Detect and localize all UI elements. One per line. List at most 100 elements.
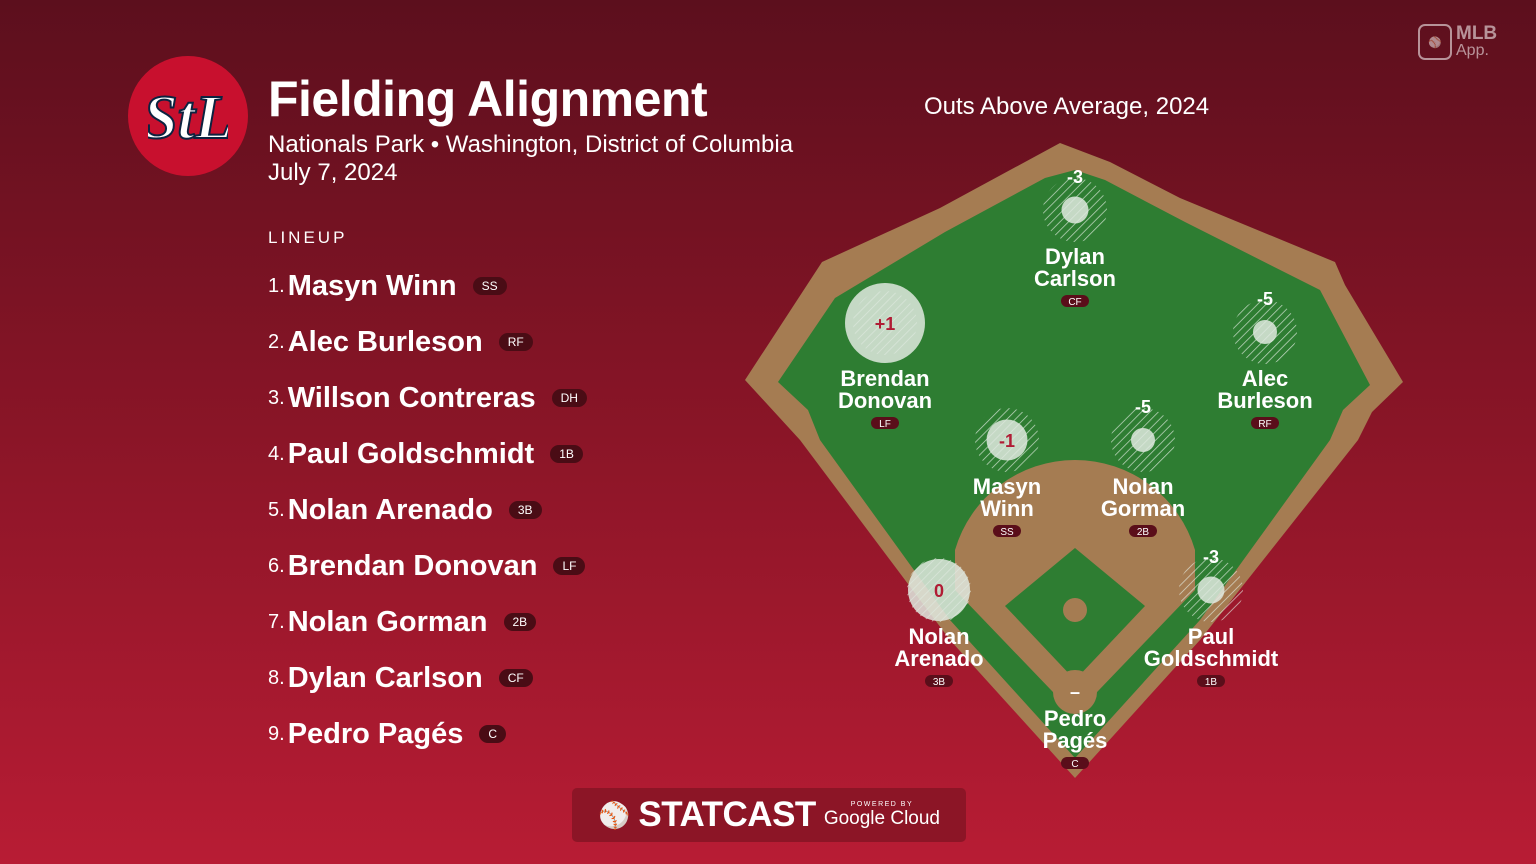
venue: Nationals Park • Washington, District of… xyxy=(268,131,794,158)
player-first-name: Nolan xyxy=(1112,474,1173,499)
player-name: Nolan Arenado xyxy=(287,493,493,526)
oaa-value: -3 xyxy=(1203,547,1219,567)
player-last-name: Donovan xyxy=(838,388,932,413)
position-badge: CF xyxy=(498,669,533,687)
lineup-row: 8. Dylan Carlson CF xyxy=(268,650,587,706)
player-first-name: Pedro xyxy=(1044,706,1106,731)
position-badge: 2B xyxy=(1137,527,1150,538)
team-logo: StL xyxy=(128,56,248,176)
position-badge-bg xyxy=(925,675,953,687)
lineup-row: 5. Nolan Arenado 3B xyxy=(268,482,587,538)
oaa-circle xyxy=(908,559,970,621)
statcast-footer: ⚾ STATCAST POWERED BY Google Cloud xyxy=(572,788,966,842)
subtitle: Nationals Park • Washington, District of… xyxy=(268,131,793,187)
oaa-value: 0 xyxy=(934,581,944,601)
position-badge: 1B xyxy=(1205,677,1218,688)
position-badge-bg xyxy=(993,525,1021,537)
game-date: July 7, 2024 xyxy=(268,159,398,186)
player-first-name: Masyn xyxy=(973,474,1041,499)
player-name: Dylan Carlson xyxy=(287,661,483,694)
position-badge: SS xyxy=(472,277,507,295)
mlb-logo-icon: ⚾ xyxy=(1418,24,1452,60)
position-badge: 3B xyxy=(508,501,542,519)
player-first-name: Nolan xyxy=(908,624,969,649)
oaa-circle xyxy=(1253,320,1277,344)
lineup-row: 3. Willson Contreras DH xyxy=(268,370,587,426)
lineup-row: 1. Masyn Winn SS xyxy=(268,258,587,314)
position-badge: C xyxy=(1071,759,1078,770)
position-badge: 2B xyxy=(503,613,537,631)
player-name: Brendan Donovan xyxy=(287,549,538,582)
batting-order: 9. xyxy=(268,722,285,745)
lineup-row: 9. Pedro Pagés C xyxy=(268,706,587,762)
lineup-heading: LINEUP xyxy=(268,228,348,247)
position-badge: CF xyxy=(1068,297,1081,308)
oaa-circle xyxy=(1131,428,1155,452)
position-badge-bg xyxy=(1061,757,1089,769)
partner-name: Google Cloud xyxy=(823,807,941,829)
lineup-row: 7. Nolan Gorman 2B xyxy=(268,594,587,650)
powered-by: POWERED BY xyxy=(850,800,914,808)
mlb-batter-logo-icon: ⚾ xyxy=(597,799,631,830)
position-badge: 1B xyxy=(550,445,583,463)
player-name: Masyn Winn xyxy=(287,269,457,302)
batting-order: 2. xyxy=(268,330,285,353)
lineup-row: 2. Alec Burleson RF xyxy=(268,314,587,370)
player-name: Pedro Pagés xyxy=(287,717,464,750)
batting-order: 3. xyxy=(268,386,285,409)
oaa-value: -3 xyxy=(1067,167,1083,187)
page-title: Fielding Alignment xyxy=(268,71,708,127)
oaa-circle xyxy=(1061,196,1089,224)
svg-text:StL: StL xyxy=(148,84,228,152)
position-badge-bg xyxy=(1129,525,1157,537)
player-first-name: Brendan xyxy=(840,366,929,391)
player-first-name: Alec xyxy=(1242,366,1288,391)
player-last-name: Carlson xyxy=(1034,266,1116,291)
home-plate-area xyxy=(1053,670,1097,714)
oaa-value: +1 xyxy=(875,314,896,334)
lineup-row: 6. Brendan Donovan LF xyxy=(268,538,587,594)
player-name: Paul Goldschmidt xyxy=(287,437,535,470)
player-first-name: Dylan xyxy=(1045,244,1105,269)
position-badge-bg xyxy=(1197,675,1225,687)
batting-order: 1. xyxy=(268,274,285,297)
oaa-value: -1 xyxy=(999,431,1015,451)
player-last-name: Arenado xyxy=(894,646,983,671)
batting-order: 7. xyxy=(268,610,285,633)
oaa-value: -5 xyxy=(1257,289,1273,309)
player-last-name: Pagés xyxy=(1043,728,1108,753)
lineup-list: 1. Masyn Winn SS 2. Alec Burleson RF 3. Willson… xyxy=(268,258,587,762)
batting-order: 6. xyxy=(268,554,285,577)
player-last-name: Winn xyxy=(980,496,1034,521)
position-badge: RF xyxy=(498,333,533,351)
player-last-name: Goldschmidt xyxy=(1144,646,1279,671)
metric-title: Outs Above Average, 2024 xyxy=(924,93,1210,120)
position-badge: LF xyxy=(879,419,891,430)
position-badge-bg xyxy=(871,417,899,429)
position-badge-bg xyxy=(1061,295,1089,307)
pitchers-mound xyxy=(1063,598,1087,622)
oaa-circle xyxy=(845,283,925,363)
oaa-circle xyxy=(1197,576,1225,604)
statcast-brand: STATCAST xyxy=(638,795,816,834)
player-last-name: Gorman xyxy=(1101,496,1185,521)
player-first-name: Paul xyxy=(1188,624,1234,649)
position-badge: LF xyxy=(553,557,586,575)
player-name: Nolan Gorman xyxy=(287,605,488,638)
mlb-app-badge: ⚾ MLB App. xyxy=(1418,24,1497,60)
position-badge: DH xyxy=(551,389,587,407)
player-name: Willson Contreras xyxy=(287,381,536,414)
lineup-row: 4. Paul Goldschmidt 1B xyxy=(268,426,587,482)
batting-order: 8. xyxy=(268,666,285,689)
player-last-name: Burleson xyxy=(1217,388,1312,413)
position-badge: RF xyxy=(1258,419,1271,430)
